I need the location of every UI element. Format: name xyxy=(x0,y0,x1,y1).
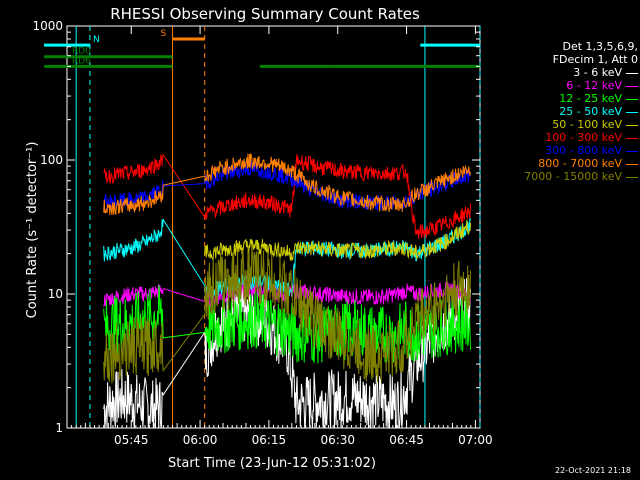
attenuator-markers xyxy=(75,26,481,428)
axis-layer: 05:45 06:00 06:15 06:30 06:45 07:00 1 10 100 1000 xyxy=(32,19,492,447)
series-line-4 xyxy=(204,219,472,262)
legend-swatch-7 xyxy=(626,163,638,165)
series-line-5 xyxy=(103,153,471,240)
y-tick-label-0: 1 xyxy=(55,421,63,435)
legend-swatch-3 xyxy=(626,111,638,113)
x-tick-label-2: 06:15 xyxy=(252,433,287,447)
legend-item-8: 7000 - 15000 keV xyxy=(480,170,638,183)
legend-header-2: FDecim 1, Att 0 xyxy=(552,53,638,66)
legend-item-5: 100 - 300 keV xyxy=(480,131,638,144)
legend-item-3: 25 - 50 keV xyxy=(480,105,638,118)
legend-swatch-2 xyxy=(626,98,638,100)
x-axis-label: Start Time (23-Jun-12 05:31:02) xyxy=(168,456,376,471)
legend-label-2: 12 - 25 keV xyxy=(559,92,622,105)
legend-label-5: 100 - 300 keV xyxy=(545,131,622,144)
y-tick-label-1: 10 xyxy=(48,287,63,301)
legend-label-0: 3 - 6 keV xyxy=(573,66,622,79)
legend-label-6: 300 - 800 keV xyxy=(545,144,622,157)
flag-label-0: RD0 xyxy=(72,47,91,57)
x-tick-label-0: 05:45 xyxy=(114,433,149,447)
legend-item-7: 800 - 7000 keV xyxy=(480,157,638,170)
legend: Det 1,3,5,6,9, FDecim 1, Att 0 3 - 6 keV… xyxy=(480,40,638,183)
series-line-3 xyxy=(103,217,471,302)
x-tick-label-5: 07:00 xyxy=(458,433,493,447)
series-line-8 xyxy=(103,244,471,384)
legend-item-2: 12 - 25 keV xyxy=(480,92,638,105)
legend-label-1: 6 - 12 keV xyxy=(566,79,622,92)
flag-label-2: N xyxy=(93,35,100,45)
timestamp: 22-Oct-2021 21:18 xyxy=(555,466,631,475)
legend-swatch-0 xyxy=(626,72,638,74)
y-axis-label: Count Rate (s⁻¹ detector⁻¹) xyxy=(25,142,40,319)
legend-label-4: 50 - 100 keV xyxy=(552,118,622,131)
y-tick-label-2: 100 xyxy=(40,153,63,167)
legend-header-1: Det 1,3,5,6,9, xyxy=(562,40,638,53)
legend-item-4: 50 - 100 keV xyxy=(480,118,638,131)
legend-item-6: 300 - 800 keV xyxy=(480,144,638,157)
legend-swatch-5 xyxy=(626,137,638,139)
legend-label-3: 25 - 50 keV xyxy=(559,105,622,118)
legend-label-7: 800 - 7000 keV xyxy=(538,157,622,170)
legend-swatch-4 xyxy=(626,124,638,126)
legend-item-0: 3 - 6 keV xyxy=(480,66,638,79)
x-tick-label-3: 06:30 xyxy=(320,433,355,447)
legend-swatch-8 xyxy=(626,176,638,178)
legend-items: 3 - 6 keV 6 - 12 keV 12 - 25 keV 25 - 50 ke… xyxy=(480,66,638,183)
flag-label-1: RD6 xyxy=(72,56,91,66)
series-line-7 xyxy=(103,153,471,215)
x-tick-label-1: 06:00 xyxy=(183,433,218,447)
x-tick-label-4: 06:45 xyxy=(389,433,424,447)
legend-swatch-1 xyxy=(626,85,638,87)
flag-label-3: S xyxy=(161,29,167,39)
legend-item-1: 6 - 12 keV xyxy=(480,79,638,92)
legend-label-8: 7000 - 15000 keV xyxy=(524,170,622,183)
legend-swatch-6 xyxy=(626,150,638,152)
series-layer xyxy=(103,153,472,429)
y-tick-label-3: 1000 xyxy=(32,19,63,33)
chart-title: RHESSI Observing Summary Count Rates xyxy=(110,5,420,23)
